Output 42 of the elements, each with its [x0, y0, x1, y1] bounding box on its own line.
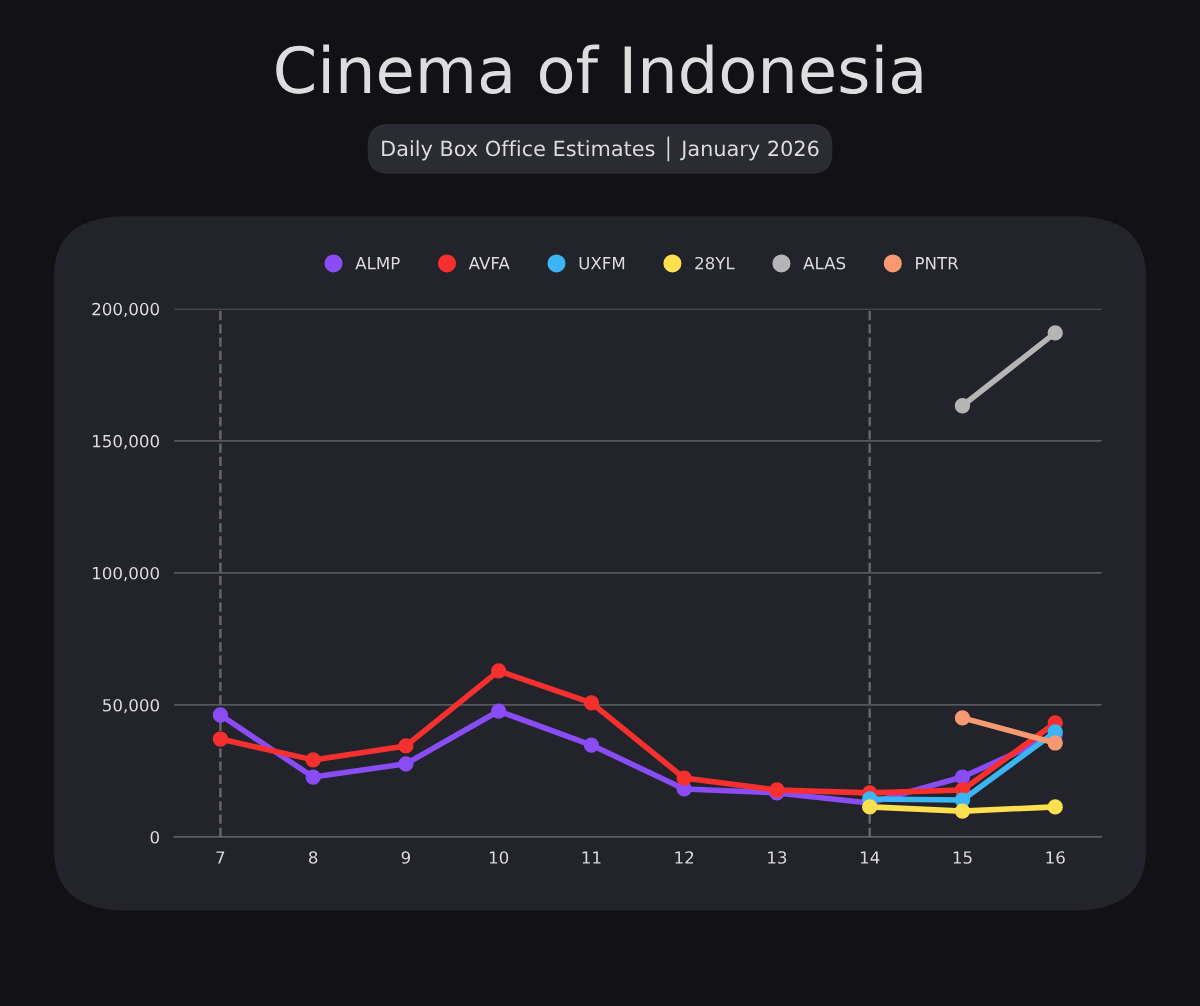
x-tick-label: 10 [489, 851, 509, 864]
point [676, 770, 692, 786]
x-tick-label: 16 [1046, 851, 1065, 864]
point [954, 769, 971, 785]
x-tick-label: 15 [953, 851, 972, 864]
legend-label: UXFM [579, 257, 625, 270]
y-tick-label: 150,000 [93, 434, 159, 450]
point [1047, 735, 1063, 751]
x-tick-label: 14 [860, 851, 880, 864]
point [583, 737, 600, 753]
legend-label: AVFA [468, 257, 510, 270]
legend-label: PNTR [916, 257, 959, 270]
y-tick-label: 100,000 [93, 566, 159, 582]
x-tick-label: 9 [401, 851, 411, 864]
point [491, 703, 507, 719]
point [862, 799, 878, 815]
x-tick-label: 12 [675, 851, 694, 864]
point [305, 769, 321, 785]
legend-label: ALMP [355, 257, 400, 270]
point [305, 752, 321, 768]
point [212, 707, 229, 723]
x-tick-label: 11 [582, 851, 601, 864]
y-tick-label: 200,000 [92, 302, 159, 318]
point [954, 803, 971, 819]
point [398, 738, 414, 754]
point [491, 663, 507, 679]
chart-title: Cinema of Indonesia [276, 44, 922, 94]
y-tick-label: 0 [150, 830, 159, 844]
legend-label: 28YL [695, 256, 735, 270]
y-tick-label: 50,000 [103, 698, 159, 714]
point [954, 710, 971, 726]
point [954, 398, 971, 414]
x-tick-label: 13 [768, 851, 787, 864]
chart-subtitle: Daily Box Office Estimates │ January 2026 [382, 136, 819, 162]
legend-label: ALAS [803, 256, 846, 270]
x-tick-label: 8 [308, 851, 318, 864]
point [583, 695, 600, 711]
x-tick-label: 7 [216, 851, 225, 864]
point [1047, 325, 1063, 341]
point [1047, 799, 1063, 815]
point [398, 756, 414, 772]
point [212, 731, 229, 747]
